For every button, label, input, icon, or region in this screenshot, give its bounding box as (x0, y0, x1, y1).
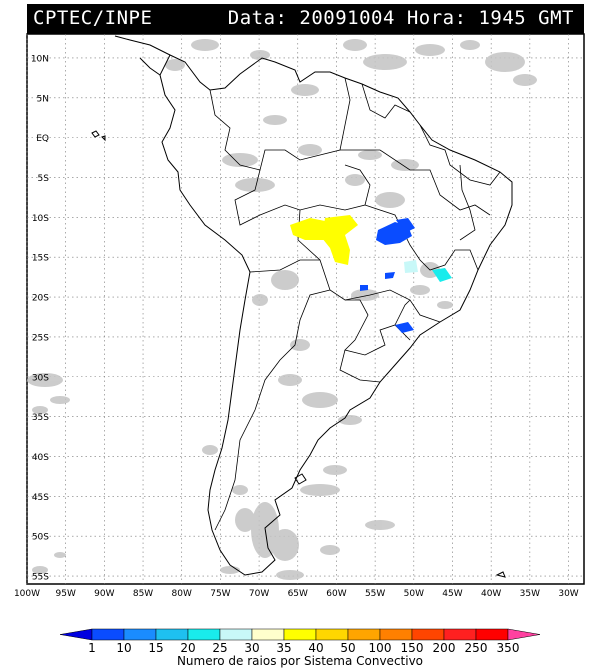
colorbar: 1 10 15 20 25 30 35 40 50 100 150 200 250 350 (59, 628, 541, 655)
colorbar-tick: 10 (116, 641, 131, 655)
colorbar-tick: 350 (497, 641, 520, 655)
lon-label: 50W (404, 589, 424, 599)
colorbar-segment (59, 628, 93, 641)
lon-label: 45W (442, 589, 462, 599)
colorbar-segment (315, 628, 349, 641)
colorbar-tick: 50 (340, 641, 355, 655)
colorbar-tick: 20 (180, 641, 195, 655)
colorbar-segment (507, 628, 541, 641)
colorbar-segment (219, 628, 253, 641)
lon-label: 70W (249, 589, 269, 599)
colorbar-tick: 100 (369, 641, 392, 655)
lat-label: 50S (32, 533, 49, 543)
colorbar-segment (475, 628, 509, 641)
latitude-labels: 10N 5N EQ 5S 10S 15S 20S 25S 30S 35S 40S 45S 50S 55S (31, 54, 49, 582)
colorbar-tick: 40 (308, 641, 323, 655)
convective-systems (290, 215, 452, 333)
colorbar-tick: 15 (148, 641, 163, 655)
colorbar-tick: 25 (212, 641, 227, 655)
colorbar-segment (187, 628, 221, 641)
source-label: CPTEC/INPE (33, 7, 153, 29)
colorbar-tick: 250 (465, 641, 488, 655)
colorbar-segment (283, 628, 317, 641)
colorbar-title: Numero de raios por Sistema Convectivo (177, 654, 423, 668)
colorbar-tick: 35 (276, 641, 291, 655)
longitude-labels: 100W 95W 90W 85W 80W 75W 70W 65W 60W 55W 50W 45W 40W… (14, 589, 579, 599)
lat-label: EQ (36, 134, 49, 144)
lat-label: 5N (37, 94, 49, 104)
colorbar-segment (347, 628, 381, 641)
lat-label: 15S (32, 254, 49, 264)
lon-label: 35W (520, 589, 540, 599)
header-bar: CPTEC/INPE Data: 20091004 Hora: 1945 GMT (27, 4, 584, 34)
lat-label: 5S (38, 174, 50, 184)
lon-label: 85W (133, 589, 153, 599)
lon-label: 100W (14, 589, 40, 599)
lat-label: 10S (32, 214, 49, 224)
lat-label: 25S (32, 333, 49, 343)
colorbar-segment (443, 628, 477, 641)
colorbar-segment (155, 628, 189, 641)
lon-label: 60W (326, 589, 346, 599)
colorbar-tick: 150 (401, 641, 424, 655)
lat-label: 55S (32, 573, 49, 583)
lat-label: 40S (32, 453, 49, 463)
lon-label: 40W (481, 589, 501, 599)
lon-label: 95W (56, 589, 76, 599)
colorbar-tick: 30 (244, 641, 259, 655)
lat-label: 20S (32, 294, 49, 304)
lon-label: 55W (365, 589, 385, 599)
lon-label: 65W (288, 589, 308, 599)
lon-label: 90W (94, 589, 114, 599)
colorbar-segment (91, 628, 125, 641)
lon-label: 80W (172, 589, 192, 599)
colorbar-tick: 200 (433, 641, 456, 655)
lat-label: 30S (32, 373, 49, 383)
colorbar-segment (379, 628, 413, 641)
colorbar-segment (123, 628, 157, 641)
colorbar-segment (251, 628, 285, 641)
colorbar-segment (411, 628, 445, 641)
country-borders (209, 77, 501, 531)
lon-label: 30W (558, 589, 578, 599)
datetime-label: Data: 20091004 Hora: 1945 GMT (227, 7, 574, 29)
map-frame (26, 33, 585, 585)
lon-label: 75W (210, 589, 230, 599)
cloud-cover (27, 39, 537, 580)
coastline (91, 35, 513, 578)
lat-label: 10N (31, 54, 49, 64)
lat-label: 45S (32, 493, 49, 503)
colorbar-tick: 1 (88, 641, 96, 655)
lat-label: 35S (32, 413, 49, 423)
